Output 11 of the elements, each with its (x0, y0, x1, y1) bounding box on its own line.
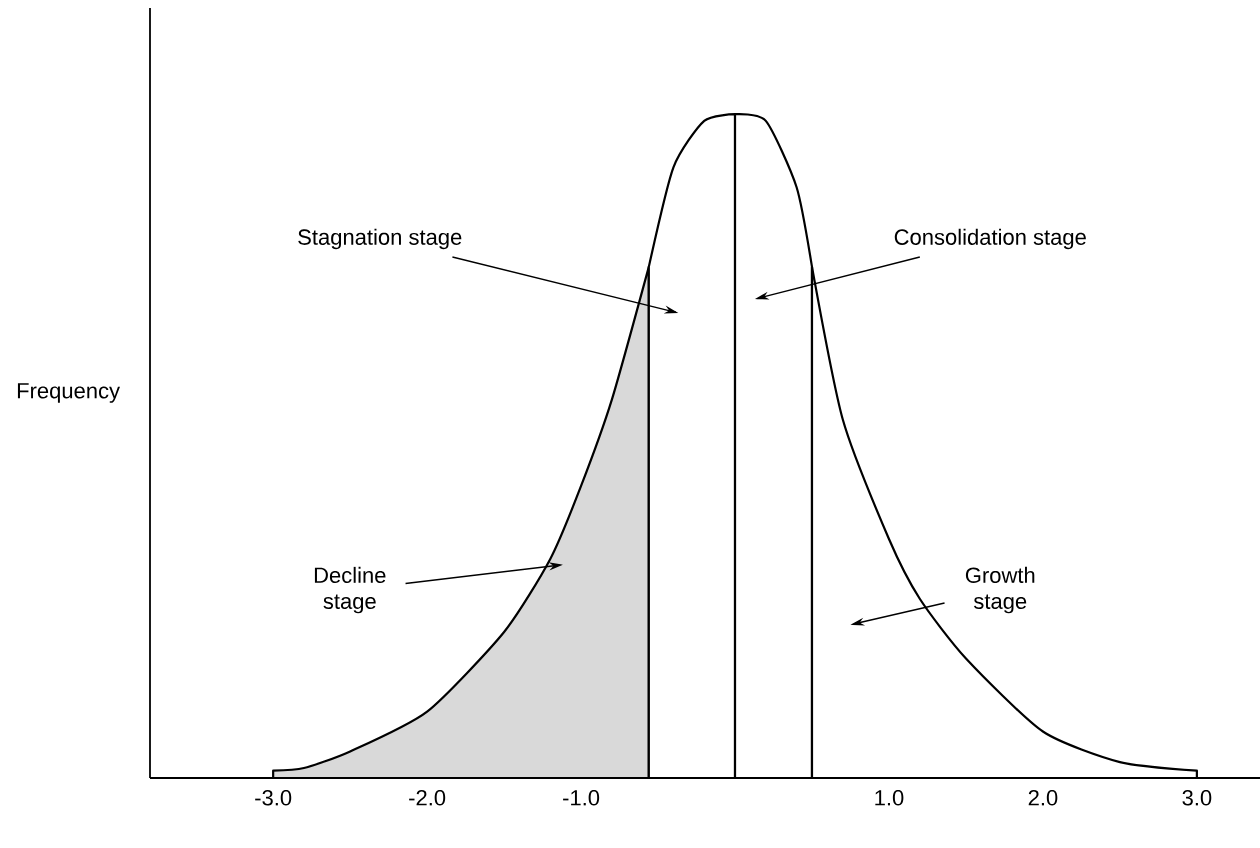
x-tick-label: 1.0 (875, 790, 904, 806)
annotation: Growth stage (965, 566, 1035, 614)
annotation: Decline stage (314, 566, 386, 614)
x-tick-label: -1.0 (563, 790, 600, 806)
x-tick-label: -2.0 (409, 790, 446, 806)
x-tick-label: 2.0 (1028, 790, 1058, 806)
x-tick-label: -3.0 (255, 790, 292, 806)
y-axis-title: Frequency (17, 383, 120, 403)
annotation: Stagnation stage (298, 228, 462, 250)
annotation: Consolidation stage (894, 228, 1086, 250)
x-tick-label: 3.0 (1182, 790, 1212, 806)
